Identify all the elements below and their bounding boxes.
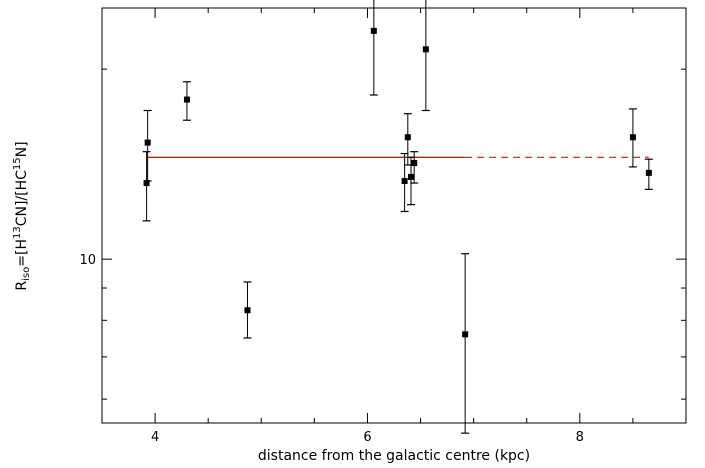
data-point	[629, 134, 636, 141]
x-tick-label: 8	[576, 430, 584, 445]
data-point-group	[403, 113, 412, 166]
data-point-group	[182, 81, 191, 121]
data-point	[404, 134, 411, 141]
data-point-group	[628, 108, 637, 168]
data-point-group	[461, 253, 470, 434]
x-axis-label: distance from the galactic centre (kpc)	[258, 448, 530, 464]
data-point-group	[400, 152, 409, 213]
data-point-group	[243, 281, 252, 339]
plot-frame	[101, 7, 687, 424]
data-point	[407, 173, 414, 180]
data-point	[411, 160, 418, 167]
data-point	[144, 139, 151, 146]
data-point-group	[410, 151, 419, 184]
data-points	[142, 0, 653, 434]
y-axis-label: Riso=[H13CN]/[HC15N]	[12, 141, 32, 290]
data-point-group	[369, 0, 378, 96]
data-point	[645, 169, 652, 176]
data-point	[370, 27, 377, 34]
data-point-group	[644, 158, 653, 190]
y-tick-label: 10	[79, 253, 96, 268]
data-point-group	[421, 0, 430, 112]
data-point	[422, 46, 429, 53]
data-point	[244, 307, 251, 314]
data-point-group	[142, 151, 151, 222]
data-point	[462, 331, 469, 338]
axis-ticks	[101, 8, 687, 423]
tick-labels: 4 6 8 10	[79, 253, 584, 445]
x-tick-label: 4	[151, 430, 159, 445]
data-point	[401, 177, 408, 184]
data-point-group	[143, 109, 152, 182]
data-point	[143, 180, 150, 187]
data-point	[183, 96, 190, 103]
data-point-group	[406, 156, 415, 206]
x-tick-label: 6	[363, 430, 371, 445]
